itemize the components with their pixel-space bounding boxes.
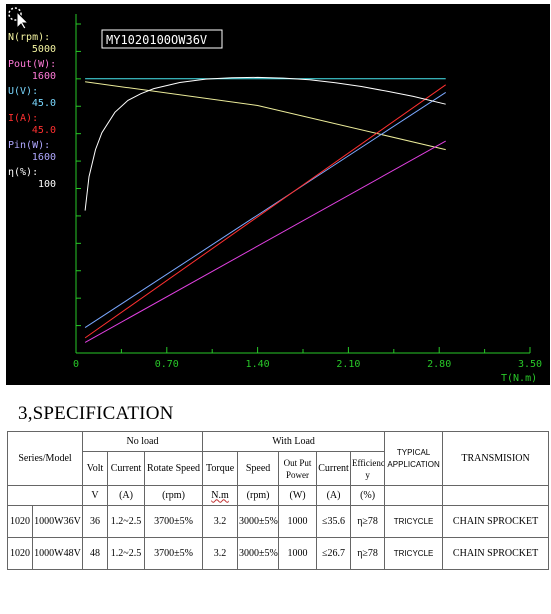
series-line xyxy=(84,140,446,343)
header-out-put-power: Out Put Power xyxy=(278,451,318,486)
unit-load-current: (A) xyxy=(316,485,352,506)
cell-volt: 48 xyxy=(82,537,109,570)
legend-label: η(%): xyxy=(8,167,38,178)
model-label: MY1020100OW36V xyxy=(106,33,207,47)
cell-load-current: ≤35.6 xyxy=(316,505,352,538)
legend-label: Pin(W): xyxy=(8,140,50,151)
unit-speed: (rpm) xyxy=(237,485,280,506)
cell-efficiency: η≥78 xyxy=(350,537,386,570)
cell-model: 1000W36V xyxy=(31,505,84,538)
x-axis-title: T(N.m) xyxy=(501,373,537,384)
series-line xyxy=(84,91,446,329)
cell-efficiency: η≥78 xyxy=(350,505,386,538)
cell-rotate-speed: 3700±5% xyxy=(144,537,204,570)
motor-curve-chart: 0 0.70 1.40 2.10 2.80 3.50 N(rpm): 5000 Pout(W)… xyxy=(6,4,550,385)
header-load-current: Current xyxy=(316,451,352,486)
legend-max-value: 1600 xyxy=(32,152,56,163)
x-axis-tick-label: 2.10 xyxy=(336,359,360,370)
series-line xyxy=(85,81,446,151)
header-series-model: Series/Model xyxy=(6,431,84,486)
cell-torque: 3.2 xyxy=(202,537,239,570)
cell-speed: 3000±5% xyxy=(237,537,280,570)
x-axis-tick-label: 2.80 xyxy=(427,359,451,370)
series-line xyxy=(84,84,446,339)
units-series-model xyxy=(6,485,84,506)
legend-label: Pout(W): xyxy=(8,59,56,70)
legend-label: U(V): xyxy=(8,86,38,97)
cell-torque: 3.2 xyxy=(202,505,239,538)
mouse-cursor-icon xyxy=(8,7,30,30)
legend-label: I(A): xyxy=(8,113,38,124)
x-axis-tick-label: 0 xyxy=(73,359,79,370)
cell-load-current: ≤26.7 xyxy=(316,537,352,570)
table-row: 1020 1000W36V 36 1.2~2.5 3700±5% 3.2 300… xyxy=(7,505,550,538)
legend: N(rpm):5000Pout(W):1600U(V):45.0I(A):45.… xyxy=(8,32,56,190)
cell-speed: 3000±5% xyxy=(237,505,280,538)
header-speed: Speed xyxy=(237,451,280,486)
x-axis-tick-label: 1.40 xyxy=(246,359,270,370)
legend-max-value: 1600 xyxy=(32,71,56,82)
units-application xyxy=(384,485,444,506)
cell-current: 1.2~2.5 xyxy=(107,505,146,538)
unit-rotate-speed: (rpm) xyxy=(144,485,204,506)
legend-max-value: 45.0 xyxy=(32,125,56,136)
cell-transmision: CHAIN SPROCKET xyxy=(442,505,550,538)
units-transmision xyxy=(442,485,550,506)
header-transmision: TRANSMISION xyxy=(442,431,550,486)
table-column-header-row: Volt Current Rotate Speed Torque Speed O… xyxy=(8,451,549,486)
chart-canvas: 0 0.70 1.40 2.10 2.80 3.50 N(rpm):5000 Pout(W)… xyxy=(8,14,542,384)
x-axis-ticks xyxy=(75,347,531,353)
unit-current: (A) xyxy=(107,485,146,506)
series-lines xyxy=(84,76,446,343)
cell-transmision: CHAIN SPROCKET xyxy=(442,537,550,570)
legend-max-value: 45.0 xyxy=(32,98,56,109)
header-efficiency: Efficienc y xyxy=(350,451,386,486)
unit-efficiency: (%) xyxy=(350,485,386,506)
specification-table: Series/Model No load With Load TYPICAL A… xyxy=(6,431,550,570)
x-axis-tick-labels: 0 0.70 1.40 2.10 2.80 3.50 xyxy=(73,359,542,370)
cell-power: 1000 xyxy=(278,537,318,570)
y-axis-ticks xyxy=(76,23,81,354)
legend-label: N(rpm): xyxy=(8,32,50,43)
cell-rotate-speed: 3700±5% xyxy=(144,505,204,538)
header-rotate-speed: Rotate Speed xyxy=(144,451,204,486)
table-row: 1020 1000W48V 48 1.2~2.5 3700±5% 3.2 300… xyxy=(7,537,550,570)
header-volt: Volt xyxy=(82,451,109,486)
cell-application: TRICYCLE xyxy=(384,505,444,538)
cell-power: 1000 xyxy=(278,505,318,538)
unit-torque: N.m xyxy=(202,485,239,506)
cell-series: 1020 xyxy=(7,505,33,538)
table-units-row: V (A) (rpm) N.m (rpm) (W) (A) (%) xyxy=(6,485,550,506)
model-label-box xyxy=(101,29,223,49)
legend-max-value: 5000 xyxy=(32,44,56,55)
header-current: Current xyxy=(107,451,146,486)
unit-volt: V xyxy=(82,485,109,506)
table-group-header-row: Series/Model No load With Load TYPICAL A… xyxy=(6,431,550,486)
cell-current: 1.2~2.5 xyxy=(107,537,146,570)
header-torque: Torque xyxy=(202,451,239,486)
series-line xyxy=(84,76,446,211)
specification-heading: 3,SPECIFICATION xyxy=(18,403,174,424)
unit-power: (W) xyxy=(278,485,318,506)
x-axis-tick-label: 3.50 xyxy=(518,359,542,370)
x-axis-tick-label: 0.70 xyxy=(155,359,179,370)
header-with-load: With Load xyxy=(202,431,386,452)
cell-model: 1000W48V xyxy=(31,537,84,570)
cell-volt: 36 xyxy=(82,505,109,538)
cell-application: TRICYCLE xyxy=(384,537,444,570)
legend-max-value: 100 xyxy=(38,179,56,190)
header-typical-application: TYPICAL APPLICATION xyxy=(384,431,444,486)
cell-series: 1020 xyxy=(7,537,33,570)
header-no-load: No load xyxy=(82,431,204,452)
